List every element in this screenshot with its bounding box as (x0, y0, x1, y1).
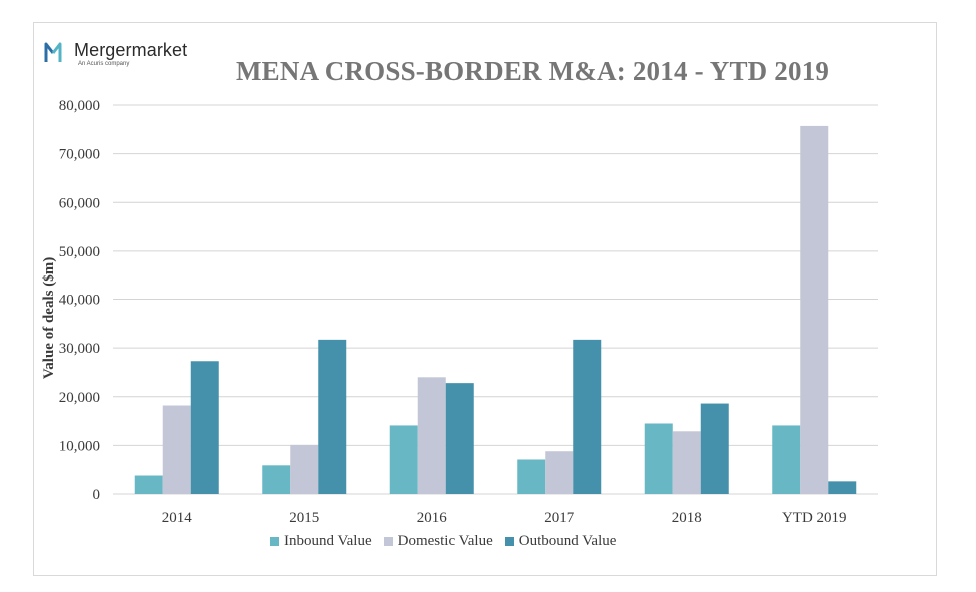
bar-domestic-2014 (162, 405, 191, 494)
bar-outbound-ytd-2019 (828, 481, 857, 494)
legend-swatch-inbound (270, 537, 279, 546)
logo-name: Mergermarket (74, 40, 188, 60)
bar-outbound-2015 (318, 339, 347, 494)
bar-domestic-ytd-2019 (800, 125, 829, 494)
bar-domestic-2016 (417, 377, 446, 494)
legend-item-inbound: Inbound Value (270, 533, 372, 550)
bar-domestic-2015 (290, 444, 319, 494)
x-tick-label: 2018 (672, 510, 702, 526)
y-tick-label: 60,000 (59, 195, 100, 211)
gridlines (113, 104, 878, 495)
bar-inbound-2014 (134, 475, 163, 494)
logo-tagline: An Acuris company (78, 61, 130, 67)
legend-label-outbound: Outbound Value (518, 533, 617, 549)
y-tick-label: 50,000 (59, 244, 100, 260)
x-tick-label: YTD 2019 (782, 510, 847, 526)
legend: Inbound Value Domestic Value Outbound Va… (270, 533, 628, 550)
bar-inbound-2015 (262, 465, 291, 494)
y-tick-label: 30,000 (59, 341, 100, 357)
x-tick-label: 2017 (544, 510, 575, 526)
x-tick-label: 2016 (417, 510, 448, 526)
mergermarket-logo: Mergermarket An Acuris company (44, 40, 187, 68)
bar-domestic-2017 (545, 451, 574, 494)
axis-labels: 0 10,000 20,000 30,000 40,000 50,000 60,000 70,… (41, 98, 847, 526)
chart-title: MENA CROSS-BORDER M&A: 2014 - YTD 2019 (236, 56, 830, 86)
legend-label-inbound: Inbound Value (284, 533, 372, 549)
y-tick-label: 70,000 (59, 147, 100, 163)
legend-swatch-outbound (504, 537, 514, 546)
y-tick-label: 20,000 (59, 390, 100, 406)
bar-inbound-2016 (389, 425, 418, 494)
y-tick-label: 80,000 (59, 98, 100, 114)
legend-swatch-domestic (383, 537, 393, 546)
y-tick-label: 40,000 (59, 293, 100, 309)
bar-inbound-2018 (644, 423, 673, 494)
legend-label-domestic: Domestic Value (397, 533, 493, 549)
x-tick-label: 2014 (162, 510, 193, 526)
bar-outbound-2014 (190, 361, 219, 494)
y-tick-label: 0 (93, 487, 101, 503)
y-tick-label: 10,000 (59, 438, 100, 454)
legend-item-outbound: Outbound Value (504, 533, 617, 550)
bar-domestic-2018 (672, 431, 701, 494)
bar-inbound-2017 (517, 459, 546, 494)
y-axis-title: Value of deals ($m) (41, 257, 57, 379)
bar-outbound-2017 (573, 339, 602, 494)
bar-outbound-2018 (700, 403, 729, 494)
bar-outbound-2016 (445, 383, 474, 494)
mergermarket-logo-icon (44, 42, 62, 62)
bars (134, 125, 857, 494)
bar-inbound-ytd-2019 (772, 425, 801, 494)
x-tick-label: 2015 (289, 510, 319, 526)
legend-item-domestic: Domestic Value (383, 533, 493, 550)
